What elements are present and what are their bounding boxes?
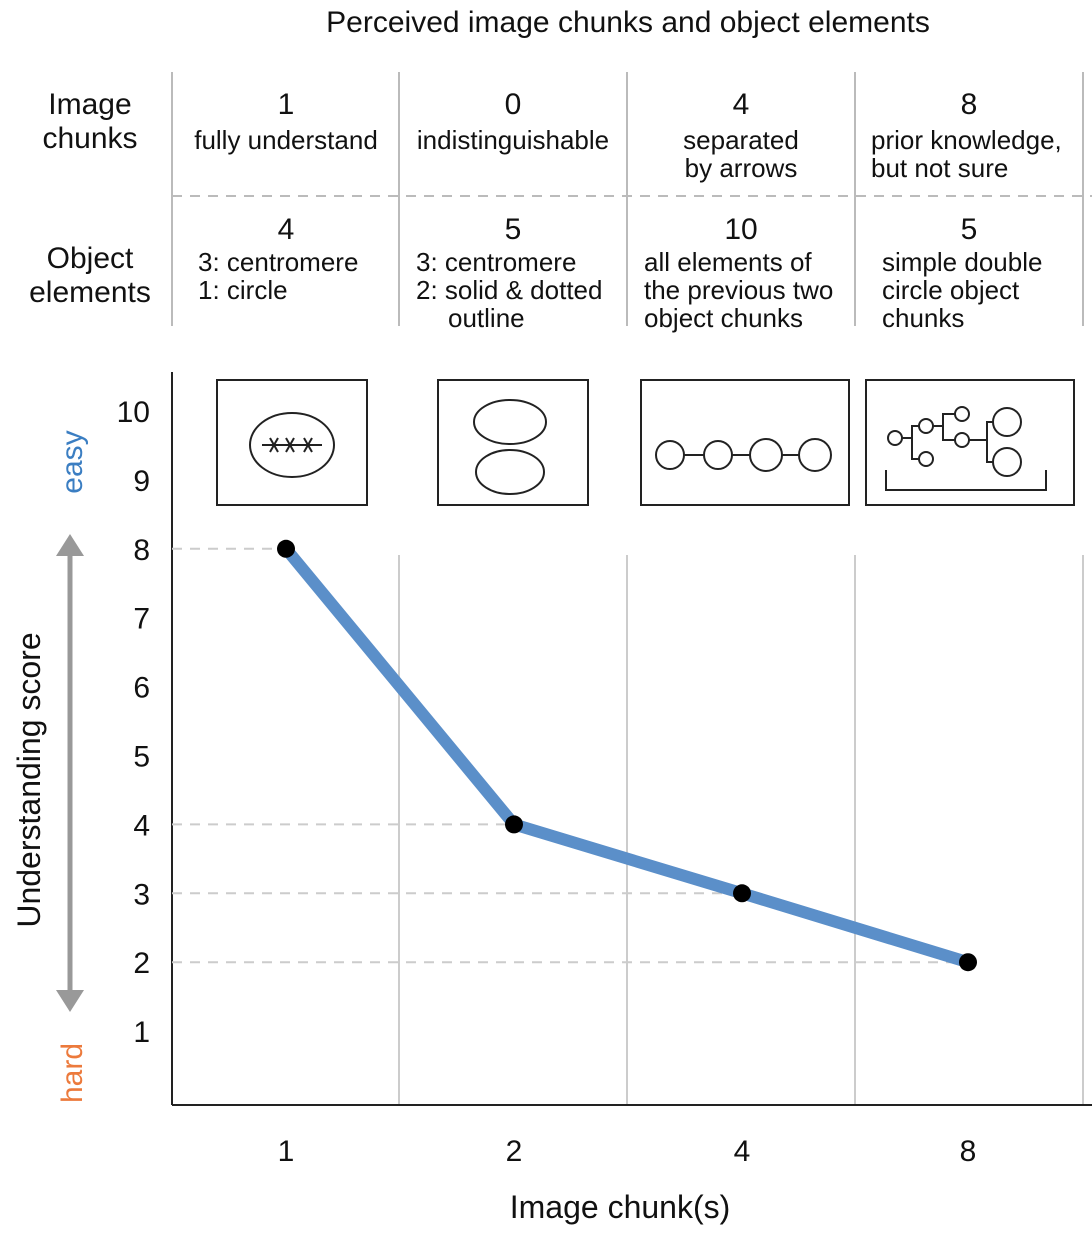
- row-label: Image: [48, 88, 131, 121]
- y-tick-label: 3: [133, 878, 150, 911]
- y-tick-label: 4: [133, 809, 150, 842]
- y-tick-label: 8: [133, 534, 150, 567]
- object-note: circle object: [882, 275, 1020, 305]
- y-tick-label: 7: [133, 603, 150, 636]
- x-tick-label: 2: [506, 1135, 523, 1168]
- y-tick-label: 10: [117, 396, 150, 429]
- x-tick-label: 8: [960, 1135, 977, 1168]
- data-point: [959, 953, 977, 971]
- difficulty-arrow: [56, 534, 84, 1012]
- image-chunk-count: 0: [505, 88, 522, 121]
- x-axis-label: Image chunk(s): [510, 1189, 731, 1225]
- figure-title: Perceived image chunks and object elemen…: [326, 6, 930, 39]
- image-chunk-count: 4: [733, 88, 750, 121]
- object-note: all elements of: [644, 247, 812, 277]
- object-note: the previous two: [644, 275, 833, 305]
- object-note: chunks: [882, 303, 964, 333]
- row-label: elements: [29, 276, 151, 309]
- object-note: simple double: [882, 247, 1042, 277]
- y-tick-label: 6: [133, 672, 150, 705]
- thumbnails: [217, 380, 1074, 505]
- image-note: indistinguishable: [417, 125, 609, 155]
- y-tick-label: 2: [133, 947, 150, 980]
- row-label: Object: [47, 242, 134, 275]
- data-point: [505, 815, 523, 833]
- figure: Perceived image chunks and object elemen…: [0, 0, 1092, 1229]
- hard-label: hard: [56, 1043, 89, 1103]
- object-element-count: 10: [724, 213, 757, 246]
- object-element-count: 5: [961, 213, 978, 246]
- object-element-count: 4: [278, 213, 295, 246]
- data-point: [733, 884, 751, 902]
- image-note: prior knowledge,: [871, 125, 1062, 155]
- image-note: but not sure: [871, 153, 1008, 183]
- image-chunk-count: 8: [961, 88, 978, 121]
- image-chunk-count: 1: [278, 88, 295, 121]
- x-tick-label: 4: [734, 1135, 751, 1168]
- image-note: by arrows: [685, 153, 798, 183]
- image-note: fully understand: [194, 125, 378, 155]
- row-label: chunks: [42, 122, 137, 155]
- object-note: 3: centromere: [198, 247, 358, 277]
- easy-label: easy: [56, 430, 89, 493]
- image-note: separated: [683, 125, 799, 155]
- object-note: 1: circle: [198, 275, 288, 305]
- object-element-count: 5: [505, 213, 522, 246]
- object-note: outline: [448, 303, 525, 333]
- y-tick-label: 9: [133, 465, 150, 498]
- y-tick-label: 5: [133, 741, 150, 774]
- data-point: [277, 540, 295, 558]
- x-tick-label: 1: [278, 1135, 295, 1168]
- object-note: 2: solid & dotted: [416, 275, 602, 305]
- object-note: 3: centromere: [416, 247, 576, 277]
- object-note: object chunks: [644, 303, 803, 333]
- y-tick-label: 1: [133, 1016, 150, 1049]
- y-axis-label: Understanding score: [11, 632, 47, 927]
